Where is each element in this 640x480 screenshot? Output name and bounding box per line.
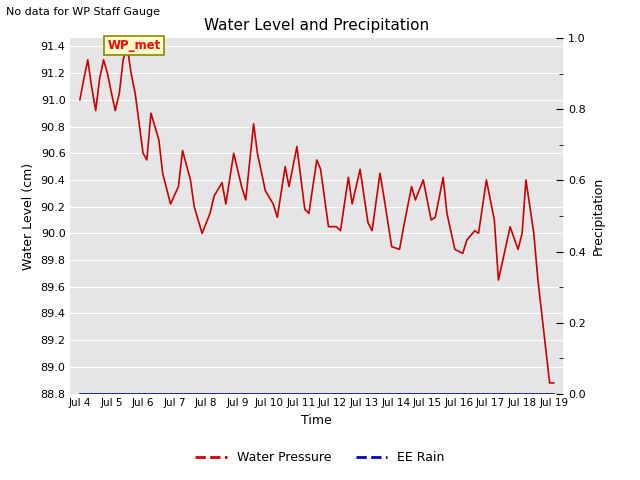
- Legend: Water Pressure, EE Rain: Water Pressure, EE Rain: [190, 446, 450, 469]
- Text: No data for WP Staff Gauge: No data for WP Staff Gauge: [6, 7, 161, 17]
- Y-axis label: Water Level (cm): Water Level (cm): [22, 162, 35, 270]
- Text: WP_met: WP_met: [108, 39, 161, 52]
- Title: Water Level and Precipitation: Water Level and Precipitation: [204, 18, 429, 33]
- X-axis label: Time: Time: [301, 414, 332, 427]
- Y-axis label: Precipitation: Precipitation: [591, 177, 604, 255]
